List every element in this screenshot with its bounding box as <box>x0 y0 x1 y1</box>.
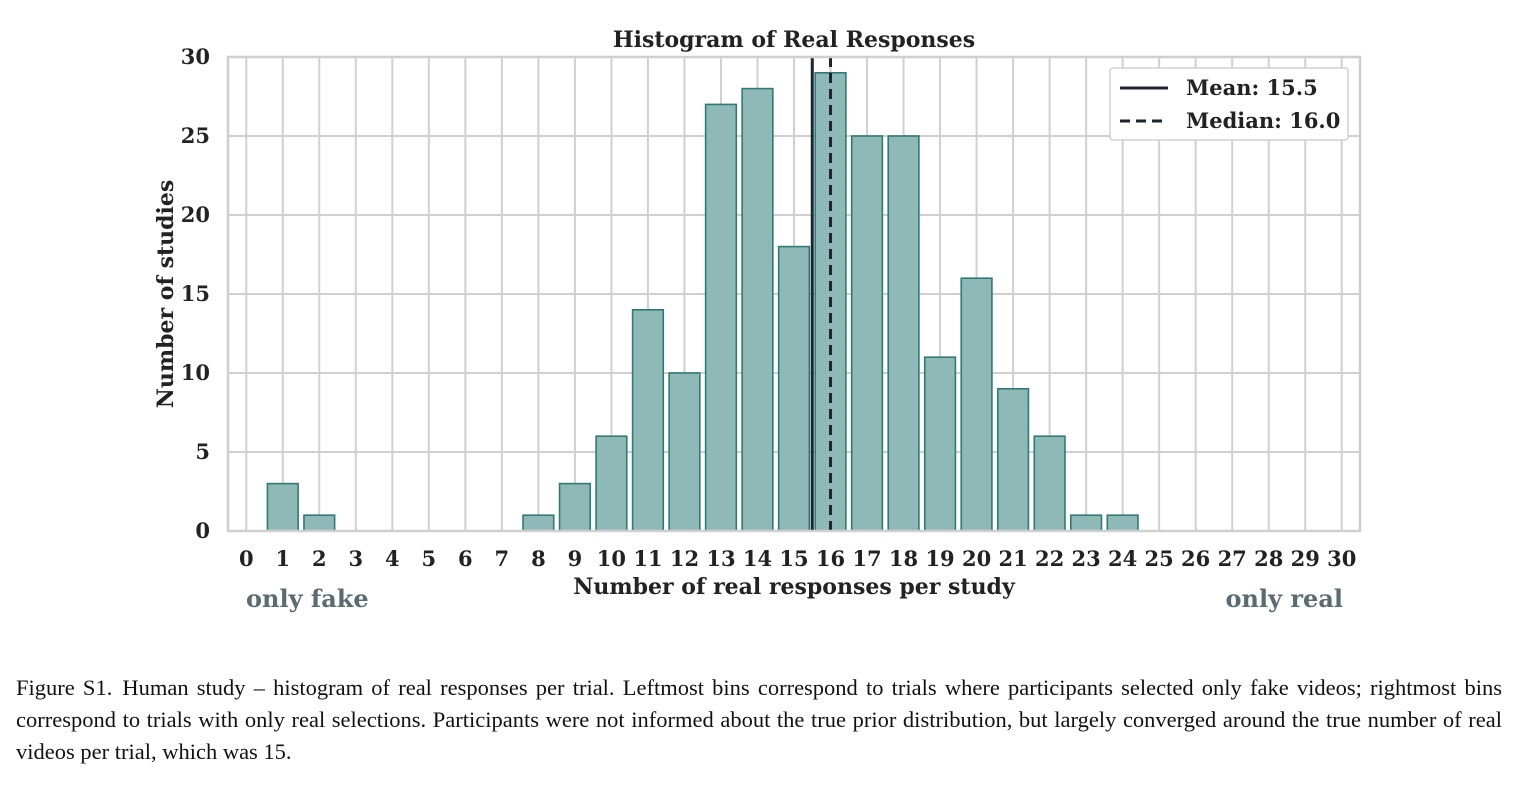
bar-9 <box>558 482 592 532</box>
bar-17 <box>850 135 884 532</box>
bar-21 <box>996 387 1030 532</box>
x-tick-label: 27 <box>1218 546 1247 571</box>
y-tick-label: 0 <box>195 518 210 543</box>
bar-8 <box>522 514 555 532</box>
x-tick-label: 6 <box>458 546 473 571</box>
chart-title: Histogram of Real Responses <box>613 27 975 53</box>
plot-frame <box>226 55 1362 533</box>
x-tick-label: 5 <box>422 546 437 571</box>
only-fake-note: only fake <box>246 584 369 613</box>
y-tick-labels: 0 5 10 15 20 25 30 <box>181 44 210 543</box>
bar-11 <box>631 308 665 532</box>
bar-12 <box>668 372 701 532</box>
legend: Mean: 15.5 Median: 16.0 <box>1109 67 1349 141</box>
x-tick-label: 0 <box>239 546 254 571</box>
legend-mean-label: Mean: 15.5 <box>1186 75 1318 100</box>
x-tick-label: 4 <box>385 546 400 571</box>
bar-13 <box>704 103 738 532</box>
x-tick-label: 9 <box>568 546 583 571</box>
bar-10 <box>595 435 628 532</box>
x-tick-label: 3 <box>348 546 363 571</box>
y-axis-label: Number of studies <box>153 180 179 408</box>
y-tick-label: 15 <box>181 281 210 306</box>
x-tick-label: 2 <box>312 546 327 571</box>
x-tick-labels: 0 1 2 3 4 5 6 7 8 9 10 11 12 13 14 15 16 17 18 19 20 21 22 23 24… <box>239 546 1356 571</box>
x-tick-label: 23 <box>1072 546 1101 571</box>
x-tick-label: 25 <box>1145 546 1174 571</box>
x-tick-label: 21 <box>998 546 1027 571</box>
bars <box>266 72 1139 532</box>
y-tick-label: 20 <box>181 202 210 227</box>
bar-2 <box>303 514 336 532</box>
x-tick-label: 22 <box>1035 546 1064 571</box>
x-tick-label: 20 <box>962 546 991 571</box>
x-tick-label: 26 <box>1181 546 1210 571</box>
figure-caption: Figure S1. Human study – histogram of rea… <box>16 672 1502 768</box>
x-tick-label: 30 <box>1327 546 1356 571</box>
x-tick-label: 17 <box>852 546 881 571</box>
x-tick-label: 12 <box>670 546 699 571</box>
bar-20 <box>960 277 993 532</box>
y-tick-label: 10 <box>181 360 210 385</box>
bar-15 <box>777 245 811 532</box>
bar-14 <box>741 87 774 532</box>
bar-19 <box>923 356 957 532</box>
legend-median-label: Median: 16.0 <box>1186 108 1340 133</box>
x-tick-label: 24 <box>1108 546 1137 571</box>
x-tick-label: 8 <box>531 546 546 571</box>
histogram-chart: 0 1 2 3 4 5 6 7 8 9 10 11 12 13 14 15 16 17 18 19 20 21 22 23 24… <box>153 27 1362 613</box>
bar-18 <box>887 135 920 532</box>
bar-1 <box>266 482 299 532</box>
only-real-note: only real <box>1226 584 1343 613</box>
x-tick-label: 14 <box>743 546 772 571</box>
x-tick-label: 29 <box>1291 546 1320 571</box>
y-tick-label: 30 <box>181 44 210 69</box>
bar-22 <box>1033 435 1066 532</box>
x-tick-label: 18 <box>889 546 918 571</box>
caption-label: Figure S1. <box>16 675 113 700</box>
x-tick-label: 15 <box>779 546 808 571</box>
x-tick-label: 10 <box>597 546 626 571</box>
x-tick-label: 28 <box>1254 546 1283 571</box>
reference-lines <box>810 57 833 531</box>
x-tick-label: 19 <box>925 546 954 571</box>
x-tick-label: 16 <box>816 546 845 571</box>
x-tick-label: 11 <box>633 546 662 571</box>
bar-23 <box>1069 514 1103 532</box>
bar-24 <box>1106 514 1139 532</box>
x-axis-label: Number of real responses per study <box>573 574 1016 600</box>
x-tick-label: 13 <box>706 546 735 571</box>
caption-text: Human study – histogram of real response… <box>16 675 1502 764</box>
legend-box <box>1109 67 1349 141</box>
x-tick-label: 7 <box>495 546 510 571</box>
y-tick-label: 5 <box>195 439 210 464</box>
x-tick-label: 1 <box>275 546 290 571</box>
y-tick-label: 25 <box>181 123 210 148</box>
